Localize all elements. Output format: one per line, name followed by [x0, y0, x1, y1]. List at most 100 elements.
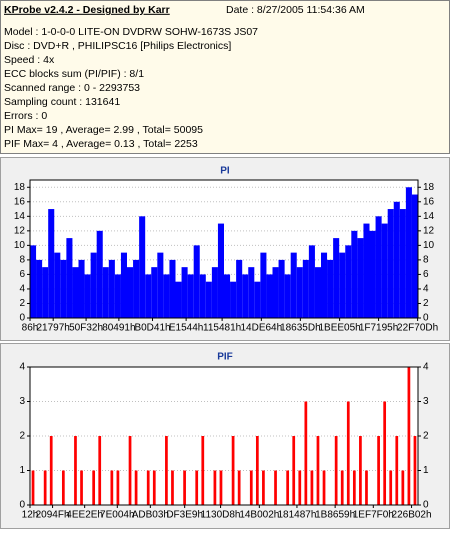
y2-tick-label: 0 [423, 500, 429, 511]
bar [248, 267, 255, 318]
bar [43, 470, 47, 505]
bar [127, 267, 134, 318]
y-tick-label: 2 [19, 431, 25, 442]
app-title: KProbe v2.4.2 - Designed by Karr [4, 4, 170, 16]
bar [308, 245, 315, 318]
bar [60, 259, 67, 318]
chart-title: PI [220, 166, 230, 177]
y-tick-label: 0 [19, 500, 25, 511]
bar [211, 267, 218, 318]
info-line: PI Max= 19 , Average= 2.99 , Total= 5009… [4, 124, 203, 136]
bar [236, 259, 243, 318]
x-tick-label: 80491h [102, 323, 135, 334]
x-tick-label: 1130D8h [201, 510, 241, 521]
bar [30, 245, 37, 318]
info-panel [0, 0, 450, 154]
y-tick-label: 4 [19, 284, 25, 295]
bar [327, 259, 334, 318]
bar [78, 259, 85, 318]
y-tick-label: 2 [19, 298, 25, 309]
y2-tick-label: 0 [423, 313, 429, 324]
bar [42, 267, 49, 318]
bar [387, 209, 394, 318]
bar [298, 470, 302, 505]
info-line: ECC blocks sum (PI/PIF) : 8/1 [4, 68, 144, 80]
bar [304, 401, 308, 505]
bar [92, 470, 96, 505]
bar [255, 436, 259, 505]
bar [314, 267, 322, 318]
bar [36, 259, 43, 318]
chart-title: PIF [217, 352, 233, 363]
bar [116, 470, 120, 505]
bar [151, 267, 158, 318]
bar [411, 194, 419, 318]
bar [139, 216, 146, 318]
bar [54, 252, 61, 318]
x-tick-label: 86h [22, 323, 39, 334]
bar [175, 281, 182, 318]
info-line: Model : 1-0-0-0 LITE-ON DVDRW SOHW-1673S… [4, 26, 258, 38]
y2-tick-label: 2 [423, 431, 429, 442]
bar [80, 470, 83, 505]
y2-tick-label: 14 [423, 211, 435, 222]
x-tick-label: 1B8659h [315, 510, 355, 521]
bar [290, 252, 297, 318]
bar [187, 274, 194, 318]
x-tick-label: 1BEE05h [318, 323, 360, 334]
bar [120, 252, 128, 318]
bar [274, 470, 277, 505]
bar [375, 216, 382, 318]
x-tick-label: B0D41h [134, 323, 170, 334]
bar [230, 281, 237, 318]
bar [359, 436, 362, 505]
y2-tick-label: 6 [423, 269, 429, 280]
y-tick-label: 3 [19, 396, 25, 407]
bar [262, 470, 265, 505]
y2-tick-label: 4 [423, 362, 429, 373]
bar [31, 470, 35, 505]
bar [61, 470, 65, 505]
bar [365, 470, 368, 505]
bar [254, 281, 261, 318]
bar [278, 259, 285, 318]
bar [272, 267, 279, 318]
bar [163, 274, 170, 318]
bar [352, 470, 356, 505]
bar [201, 436, 205, 505]
bar [351, 230, 358, 318]
bar [237, 470, 241, 505]
bar [407, 367, 411, 505]
bar [114, 274, 121, 318]
bar [405, 187, 412, 318]
info-line: Sampling count : 131641 [4, 96, 120, 108]
y-tick-label: 6 [19, 269, 25, 280]
bar [165, 436, 168, 505]
x-tick-label: 181487h [277, 510, 316, 521]
bar [171, 470, 174, 505]
bar [48, 209, 55, 318]
bar [152, 470, 156, 505]
bar [381, 223, 388, 318]
bar [395, 436, 399, 505]
x-tick-label: E1544h [169, 323, 203, 334]
bar [393, 201, 400, 318]
bar [72, 267, 79, 318]
bar [102, 267, 109, 318]
bar [284, 274, 291, 318]
bar [157, 252, 164, 318]
x-tick-label: 115481h [203, 323, 241, 334]
y2-tick-label: 8 [423, 255, 429, 266]
bar [219, 470, 223, 505]
x-tick-label: 7E004h [100, 510, 134, 521]
x-tick-label: 14B002h [239, 510, 279, 521]
bar [49, 436, 53, 505]
bar [90, 252, 97, 318]
bar [286, 470, 290, 505]
bar [345, 245, 352, 318]
bar [195, 470, 199, 505]
bar [146, 470, 150, 505]
x-tick-label: 21797h [37, 323, 70, 334]
x-tick-label: 14DE64h [240, 323, 282, 334]
